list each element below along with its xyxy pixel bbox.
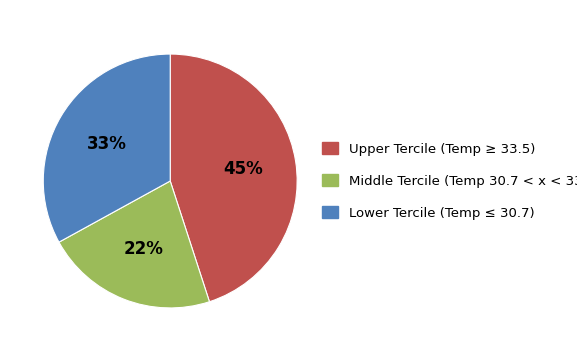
Wedge shape xyxy=(170,54,297,302)
Wedge shape xyxy=(43,54,170,242)
Legend: Upper Tercile (Temp ≥ 33.5), Middle Tercile (Temp 30.7 < x < 33.5), Lower Tercil: Upper Tercile (Temp ≥ 33.5), Middle Terc… xyxy=(317,137,577,225)
Text: 22%: 22% xyxy=(123,240,163,258)
Text: 33%: 33% xyxy=(87,135,127,152)
Text: 45%: 45% xyxy=(223,160,263,178)
Wedge shape xyxy=(59,181,209,308)
